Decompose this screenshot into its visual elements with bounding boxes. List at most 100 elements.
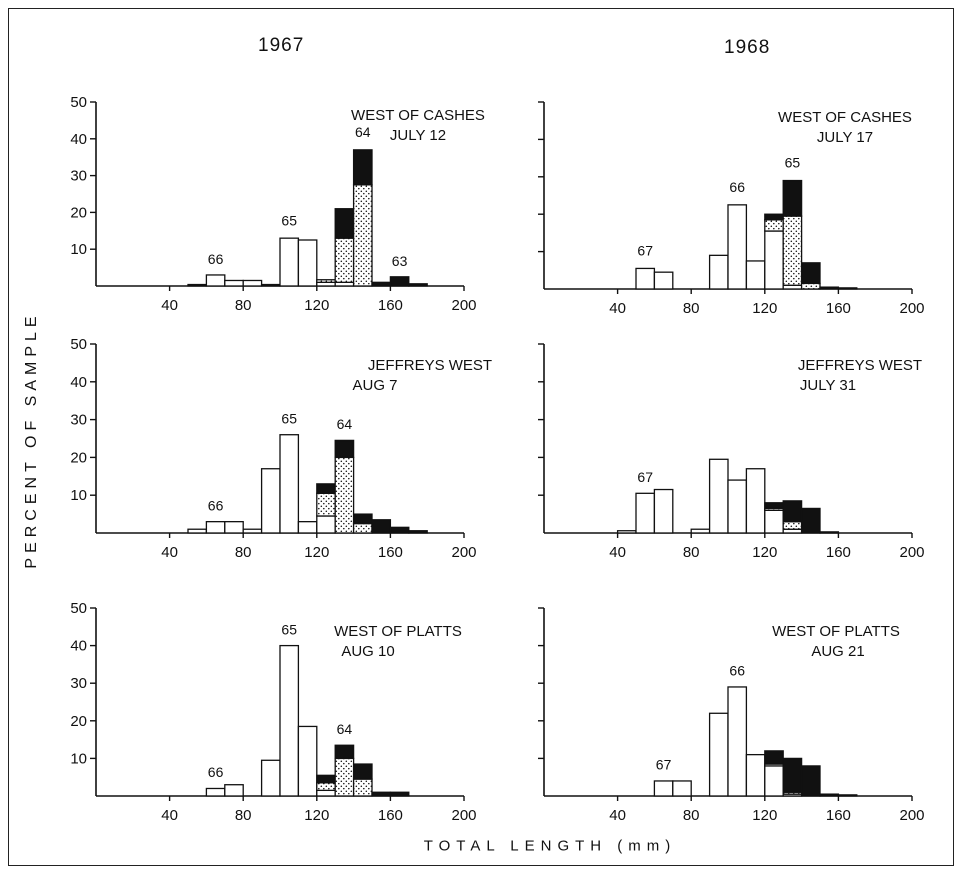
y-tick-label: 50 bbox=[70, 94, 87, 111]
histogram-panel-1: 40 80 120 160 200 10 20 30 40 50 66 65 64 63 WEST OF C… bbox=[70, 94, 485, 314]
year-class-label: 65 bbox=[281, 621, 297, 637]
bar-open-segment bbox=[616, 530, 637, 534]
x-tick-label: 80 bbox=[235, 544, 252, 561]
bar-open-segment bbox=[764, 509, 784, 534]
year-class-label: 64 bbox=[355, 124, 371, 140]
bar-open-segment bbox=[653, 271, 674, 290]
bar-solid-segment bbox=[837, 287, 858, 290]
column-header-1968: 1968 bbox=[724, 37, 771, 58]
x-tick-label: 160 bbox=[826, 807, 851, 824]
year-class-label: 66 bbox=[208, 764, 224, 780]
year-class-label: 64 bbox=[337, 416, 353, 432]
year-class-label: 66 bbox=[208, 251, 224, 267]
bar-open-segment bbox=[653, 780, 674, 797]
x-tick-label: 200 bbox=[451, 807, 476, 824]
column-header-1967: 1967 bbox=[258, 35, 305, 56]
y-tick-label: 20 bbox=[70, 204, 87, 221]
x-tick-label: 120 bbox=[752, 544, 777, 561]
bar-open-segment bbox=[727, 204, 748, 290]
bar-solid-segment bbox=[334, 208, 355, 239]
x-tick-label: 80 bbox=[683, 807, 700, 824]
bar-dotted-segment bbox=[782, 215, 803, 286]
bar-solid-segment bbox=[334, 744, 355, 760]
x-tick-label: 160 bbox=[378, 544, 403, 561]
bar-solid-segment bbox=[371, 791, 392, 797]
x-tick-label: 40 bbox=[609, 300, 626, 317]
x-tick-label: 40 bbox=[609, 544, 626, 561]
bar-open-segment bbox=[297, 521, 318, 534]
bar-open-segment bbox=[224, 279, 244, 287]
x-tick-label: 40 bbox=[161, 544, 178, 561]
y-tick-label: 10 bbox=[70, 750, 87, 767]
bar-solid-segment bbox=[837, 794, 858, 797]
x-tick-label: 120 bbox=[752, 300, 777, 317]
panel-date-label: AUG 10 bbox=[341, 643, 394, 660]
bar-open-segment bbox=[745, 260, 766, 290]
histogram-panel-2: 40 80 120 160 200 67 66 65 WEST OF CASHES JULY 17 bbox=[538, 101, 925, 317]
y-tick-label: 40 bbox=[70, 131, 87, 148]
bar-open-segment bbox=[727, 686, 748, 797]
x-tick-label: 200 bbox=[451, 297, 476, 314]
bar-dotted-segment bbox=[316, 492, 336, 517]
year-class-label: 67 bbox=[637, 242, 653, 258]
year-class-label: 66 bbox=[729, 179, 745, 195]
y-tick-label: 30 bbox=[70, 412, 87, 429]
x-tick-label: 160 bbox=[378, 297, 403, 314]
bar-open-segment bbox=[745, 753, 766, 797]
x-tick-label: 80 bbox=[683, 544, 700, 561]
bar-open-segment bbox=[727, 479, 748, 534]
bar-solid-segment bbox=[334, 439, 355, 459]
panel-location-label: WEST OF PLATTS bbox=[772, 623, 900, 640]
bar-open-segment bbox=[316, 789, 336, 797]
histogram-panel-4: 40 80 120 160 200 67 JEFFREYS WEST JULY 31 bbox=[538, 343, 925, 561]
bar-solid-segment bbox=[316, 774, 336, 784]
panel-location-label: WEST OF PLATTS bbox=[334, 623, 462, 640]
year-class-label: 65 bbox=[281, 410, 297, 426]
bar-open-segment bbox=[764, 230, 784, 290]
x-tick-label: 160 bbox=[826, 544, 851, 561]
bar-open-segment bbox=[224, 784, 244, 797]
bar-open-segment bbox=[708, 458, 729, 534]
bar-open-segment bbox=[242, 528, 263, 534]
bar-open-segment bbox=[316, 515, 336, 534]
bar-open-segment bbox=[205, 787, 226, 797]
x-tick-label: 40 bbox=[609, 807, 626, 824]
y-tick-label: 40 bbox=[70, 638, 87, 655]
year-class-label: 65 bbox=[281, 212, 297, 228]
panel-date-label: JULY 12 bbox=[390, 127, 446, 144]
x-tick-label: 120 bbox=[304, 297, 329, 314]
y-tick-label: 30 bbox=[70, 675, 87, 692]
bar-dotted-segment bbox=[316, 782, 336, 792]
bar-open-segment bbox=[242, 279, 263, 287]
bar-open-segment bbox=[672, 780, 692, 797]
bar-solid-segment bbox=[819, 793, 840, 797]
bar-dotted-segment bbox=[334, 237, 355, 283]
bar-open-segment bbox=[635, 267, 656, 290]
x-tick-label: 40 bbox=[161, 297, 178, 314]
bar-solid-segment bbox=[408, 530, 428, 534]
bar-solid-segment bbox=[371, 519, 392, 534]
bar-open-segment bbox=[653, 488, 674, 534]
x-axis-label: TOTAL LENGTH (mm) bbox=[423, 837, 677, 855]
bar-solid-segment bbox=[389, 276, 410, 287]
bar-solid-segment bbox=[782, 757, 803, 793]
y-tick-label: 40 bbox=[70, 374, 87, 391]
x-tick-label: 200 bbox=[899, 807, 924, 824]
x-tick-label: 40 bbox=[161, 807, 178, 824]
bar-solid-segment bbox=[800, 765, 821, 797]
bar-open-segment bbox=[635, 492, 656, 534]
histogram-panel-5: 40 80 120 160 200 10 20 30 40 50 66 65 64 WEST OF PLA… bbox=[70, 600, 476, 824]
bar-solid-segment bbox=[389, 526, 410, 534]
x-tick-label: 200 bbox=[899, 544, 924, 561]
bar-dotted-segment bbox=[334, 757, 355, 797]
year-class-label: 66 bbox=[208, 497, 224, 513]
y-tick-label: 20 bbox=[70, 713, 87, 730]
panel-date-label: JULY 31 bbox=[800, 377, 856, 394]
x-tick-label: 120 bbox=[304, 807, 329, 824]
bar-dotted-segment bbox=[334, 456, 355, 534]
bar-solid-segment bbox=[800, 262, 821, 285]
bar-solid-segment bbox=[782, 179, 803, 217]
figure-frame bbox=[8, 8, 954, 866]
panel-date-label: AUG 7 bbox=[352, 377, 397, 394]
